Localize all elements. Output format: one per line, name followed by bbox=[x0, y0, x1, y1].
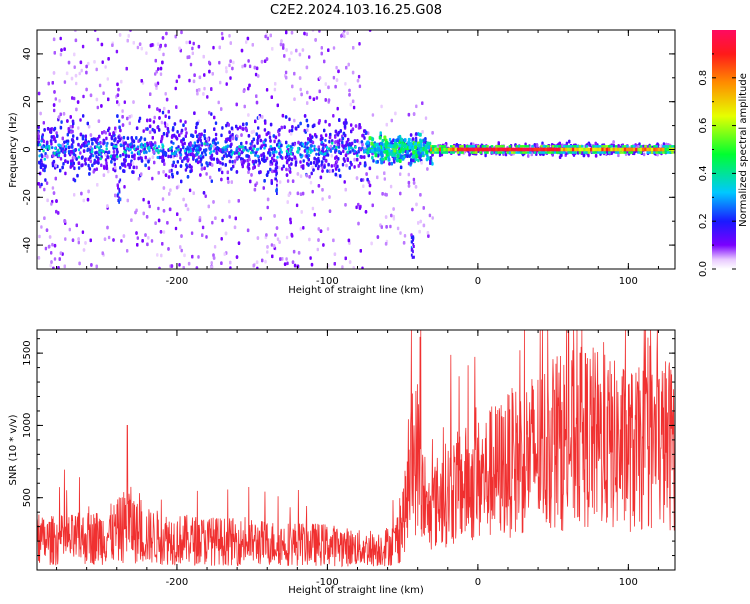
colorbar-ticks: 0.0 0.2 0.4 0.6 0.8 bbox=[698, 53, 736, 277]
snr-series bbox=[37, 330, 675, 568]
y-tick-label: 500 bbox=[22, 488, 33, 507]
x-tick-label: 0 bbox=[475, 577, 481, 588]
spectrogram-y-label: Frequency (Hz) bbox=[8, 112, 19, 188]
page-title: C2E2.2024.103.16.25.G08 bbox=[270, 3, 442, 18]
colorbar-tick-label: 0.0 bbox=[698, 261, 709, 277]
x-tick-label: -100 bbox=[316, 276, 339, 287]
y-tick-label: -20 bbox=[22, 189, 33, 205]
x-tick-label: -200 bbox=[166, 276, 189, 287]
snr-panel: -200 -100 0 100 500 1000 1500 Height of straig… bbox=[8, 329, 676, 596]
colorbar-tick-label: 0.2 bbox=[698, 213, 709, 229]
colorbar: 0.0 0.2 0.4 0.6 0.8 Normalized spectral ampl… bbox=[698, 30, 749, 277]
x-tick-label: 0 bbox=[475, 276, 481, 287]
x-tick-label: 100 bbox=[619, 577, 638, 588]
y-tick-label: 1500 bbox=[22, 340, 33, 365]
y-tick-label: 1000 bbox=[22, 413, 33, 438]
x-tick-label: -200 bbox=[166, 577, 189, 588]
y-tick-label: -40 bbox=[22, 237, 33, 253]
spectrogram-x-label: Height of straight line (km) bbox=[288, 285, 424, 296]
x-tick-label: -100 bbox=[316, 577, 339, 588]
colorbar-gradient bbox=[712, 30, 736, 269]
colorbar-tick-label: 0.6 bbox=[698, 118, 709, 134]
x-tick-label: 100 bbox=[619, 276, 638, 287]
colorbar-tick-label: 0.8 bbox=[698, 70, 709, 86]
spectrogram-image bbox=[37, 30, 675, 269]
y-tick-label: 0 bbox=[22, 146, 33, 152]
snr-line bbox=[37, 330, 675, 568]
snr-x-label: Height of straight line (km) bbox=[288, 585, 424, 596]
y-tick-label: 40 bbox=[22, 48, 33, 61]
snr-axes: -200 -100 0 100 500 1000 1500 bbox=[22, 330, 675, 588]
snr-y-label: SNR (10 * v/v) bbox=[8, 414, 19, 485]
colorbar-label: Normalized spectral amplitude bbox=[738, 73, 749, 227]
colorbar-tick-label: 0.4 bbox=[698, 165, 709, 181]
y-tick-label: 20 bbox=[22, 95, 33, 108]
snr-frame bbox=[36, 329, 676, 571]
